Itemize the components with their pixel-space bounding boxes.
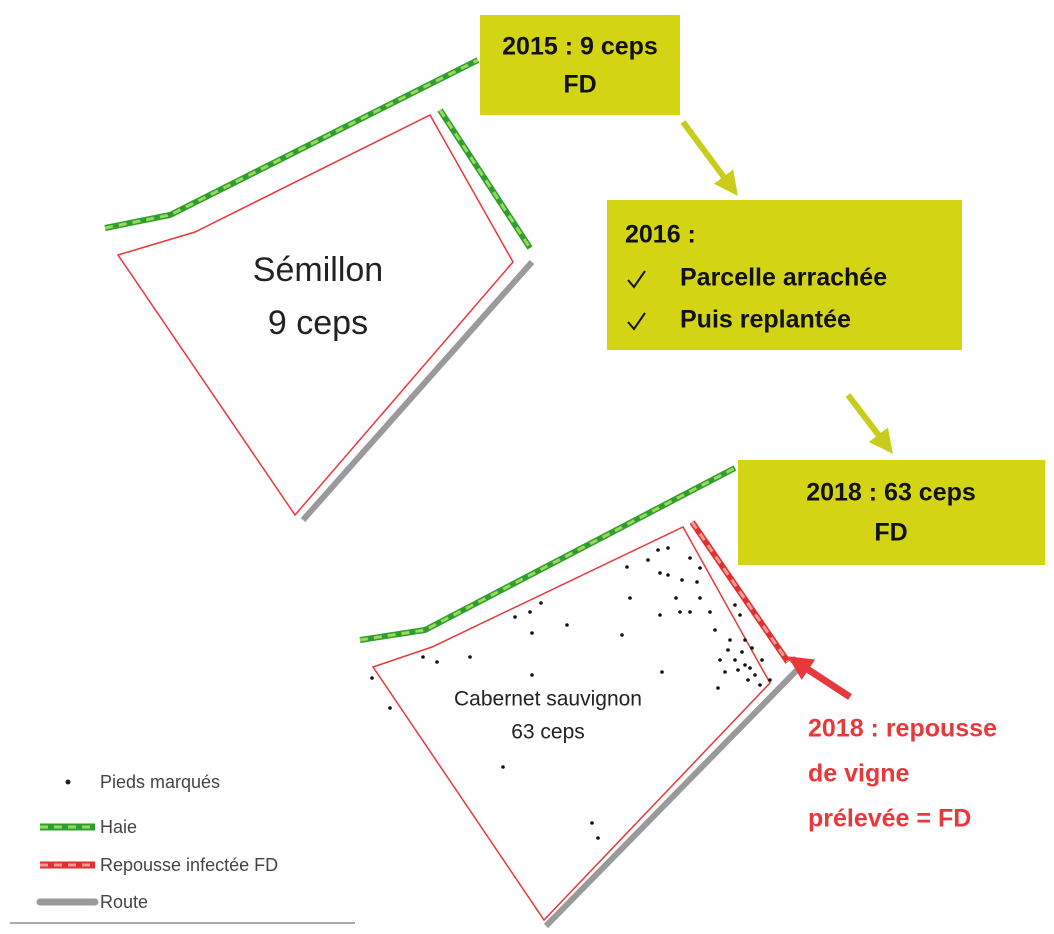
vine-stock: [698, 566, 702, 570]
box-2018: 2018 : 63 ceps FD: [738, 460, 1045, 565]
vine-stock: [740, 650, 744, 654]
box-title: 2016 :: [625, 221, 696, 249]
vine-stock: [746, 678, 750, 682]
legend-label: Pieds marqués: [100, 772, 220, 792]
vine-stock: [388, 706, 392, 710]
vine-stock: [758, 683, 762, 687]
arrow: [787, 656, 852, 700]
vine-stock: [646, 558, 650, 562]
vine-stock: [660, 670, 664, 674]
box: [738, 460, 1045, 565]
vine-stock: [468, 655, 472, 659]
vine-stock: [718, 658, 722, 662]
vine-stock: [760, 658, 764, 662]
hedge: [359, 465, 737, 643]
check-icon: [627, 312, 646, 331]
vine-stock: [620, 633, 624, 637]
parcel-name: Sémillon: [253, 251, 383, 289]
vine-stock: [738, 613, 742, 617]
box-text: 2015 : 9 ceps: [502, 33, 658, 61]
infected-regrowth: [690, 521, 790, 663]
annotation: 2018 : repousse: [808, 715, 997, 743]
parcel-2: Cabernet sauvignon 63 ceps: [359, 465, 800, 929]
vine-stock: [596, 836, 600, 840]
box-2015: 2015 : 9 ceps FD: [480, 15, 680, 115]
vine-stock: [680, 578, 684, 582]
vine-stock: [688, 556, 692, 560]
vine-stock: [625, 565, 629, 569]
vine-stock: [698, 596, 702, 600]
road: [543, 667, 800, 929]
box-item: Parcelle arrachée: [680, 264, 887, 292]
hedge: [359, 466, 736, 642]
vine-stock: [666, 573, 670, 577]
vine-stock: [748, 666, 752, 670]
vine-stock: [658, 613, 662, 617]
vine-stock: [530, 631, 534, 635]
vine-stock: [590, 821, 594, 825]
legend-dot: [65, 779, 71, 785]
vine-stock: [530, 673, 534, 677]
parcel-count: 9 ceps: [268, 304, 368, 342]
check-icon: [627, 270, 646, 289]
parcel-name: Cabernet sauvignon: [454, 688, 642, 711]
vine-stock: [501, 765, 505, 769]
legend-label: Route: [100, 892, 148, 912]
vine-stock: [733, 603, 737, 607]
legend-label: Haie: [100, 817, 137, 837]
vine-stock: [435, 660, 439, 664]
box: [607, 200, 962, 350]
vine-stock: [656, 548, 660, 552]
vine-stock: [370, 676, 374, 680]
vine-stock: [743, 663, 747, 667]
legend: Pieds marqués Haie Repousse infectée FD …: [10, 772, 355, 924]
parcel-outline: [371, 526, 771, 922]
vine-stock: [628, 596, 632, 600]
box-text: FD: [874, 519, 907, 547]
vine-stock: [726, 648, 730, 652]
vine-stock: [708, 610, 712, 614]
vine-stock: [723, 670, 727, 674]
annotation: de vigne: [808, 760, 910, 788]
parcel-count: 63 ceps: [511, 721, 585, 744]
annotation: prélevée = FD: [808, 805, 971, 833]
road: [300, 260, 535, 522]
box-2016: 2016 : Parcelle arrachée Puis replantée: [607, 200, 962, 350]
vine-stock: [743, 638, 747, 642]
vine-stock: [421, 655, 425, 659]
hedge: [104, 58, 479, 230]
vine-stock: [539, 601, 543, 605]
box: [480, 15, 680, 115]
vine-stock: [688, 610, 692, 614]
parcel-outline: [116, 114, 514, 517]
vine-stock: [695, 580, 699, 584]
hedge: [437, 108, 533, 250]
vine-stock: [736, 668, 740, 672]
legend-label: Repousse infectée FD: [100, 855, 278, 875]
vine-stock: [768, 678, 772, 682]
parcel-1: Sémillon 9 ceps: [104, 57, 535, 522]
vine-stock: [753, 673, 757, 677]
vine-stock: [733, 658, 737, 662]
arrow: [845, 393, 893, 454]
arrow: [680, 120, 738, 196]
box-text: FD: [563, 71, 596, 99]
vine-stock: [674, 596, 678, 600]
vine-stock: [750, 646, 754, 650]
box-item: Puis replantée: [680, 306, 851, 334]
vine-stock: [713, 628, 717, 632]
vine-stock: [666, 546, 670, 550]
box-text: 2018 : 63 ceps: [806, 479, 976, 507]
vine-stock: [565, 623, 569, 627]
vine-stock: [658, 571, 662, 575]
vine-stock: [513, 615, 517, 619]
vine-stock: [728, 638, 732, 642]
hedge: [104, 57, 480, 231]
vine-stock: [678, 610, 682, 614]
vine-stock: [528, 610, 532, 614]
vine-stock: [716, 686, 720, 690]
